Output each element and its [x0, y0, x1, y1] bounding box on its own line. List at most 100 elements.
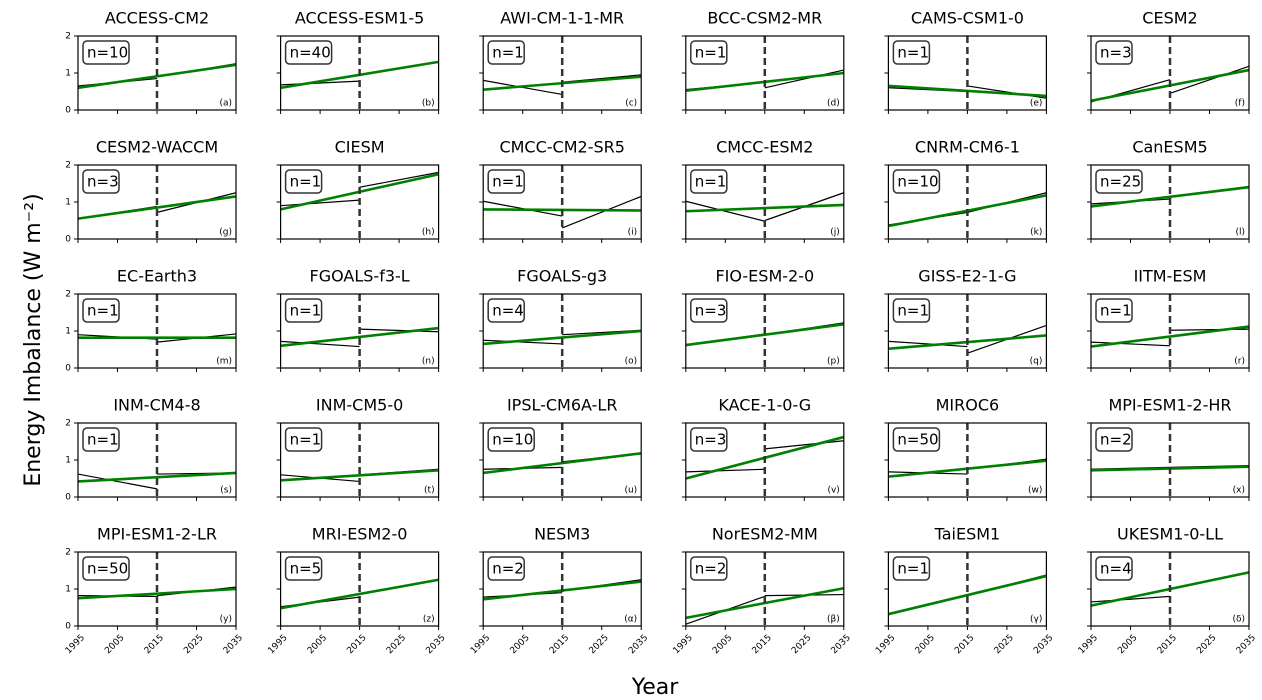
annotation: n=1 — [290, 302, 322, 320]
panel-title: INM-CM4-8 — [113, 396, 200, 415]
panel-title: MIROC6 — [936, 396, 1000, 415]
panel-label: (f) — [1235, 99, 1245, 109]
annotation-box — [82, 427, 120, 452]
panel-label: (g) — [219, 228, 232, 238]
panel-title: ACCESS-ESM1-5 — [295, 9, 424, 28]
annotation-box — [487, 556, 525, 581]
plot-frame — [280, 164, 440, 240]
annotation-box — [690, 40, 728, 65]
plot-frame — [685, 551, 845, 627]
panel: INM-CM4-8 0 1 2 n=1 (s) — [65, 396, 237, 503]
plot-frame — [1090, 164, 1250, 240]
data-line — [77, 473, 158, 490]
data-line — [280, 326, 439, 348]
panel-title: FGOALS-g3 — [517, 267, 607, 286]
data-line — [685, 203, 844, 213]
panel-title: IPSL-CM6A-LR — [507, 396, 617, 415]
plot-frame — [1090, 551, 1250, 627]
annotation-box — [284, 427, 323, 452]
plot-frame — [685, 422, 845, 498]
plot-frame — [280, 35, 440, 111]
annotation: n=3 — [695, 431, 727, 449]
x-tick-label: 2025 — [385, 633, 408, 656]
annotation-box — [690, 427, 728, 452]
panel: IPSL-CM6A-LR n=10 (u) — [479, 396, 642, 501]
plot-frame — [482, 35, 642, 111]
panel-label: (r) — [1234, 357, 1245, 367]
x-tick-label: 2015 — [751, 633, 774, 656]
annotation: n=1 — [897, 44, 929, 62]
panel: NESM3 1995 2005 2015 2025 2035 n=2 (α) — [469, 525, 650, 657]
panel: AWI-CM-1-1-MR n=1 (c) — [479, 9, 642, 114]
panel-label: (m) — [216, 357, 232, 367]
x-tick-label: 2035 — [222, 633, 245, 656]
panel-label: (γ) — [1030, 615, 1042, 625]
annotation: n=1 — [492, 44, 524, 62]
panel: BCC-CSM2-MR n=1 (d) — [681, 9, 845, 114]
panel-title: CMCC-CM2-SR5 — [499, 138, 624, 157]
panel-title: KACE-1-0-G — [718, 396, 811, 415]
x-tick-label: 2025 — [993, 633, 1016, 656]
annotation-box — [892, 427, 941, 452]
x-tick-label: 1995 — [874, 633, 897, 656]
x-tick-label: 2025 — [182, 633, 205, 656]
panel-label: (o) — [625, 357, 638, 367]
annotation: n=3 — [87, 173, 119, 191]
data-line — [1090, 341, 1171, 347]
data-line — [1090, 325, 1250, 348]
x-tick-label: 2035 — [1235, 633, 1258, 656]
x-tick-label: 2035 — [1032, 633, 1055, 656]
y-tick-label: 2 — [65, 290, 71, 300]
x-tick-label: 2025 — [1195, 633, 1218, 656]
panel-title: AWI-CM-1-1-MR — [500, 9, 624, 28]
annotation-box — [82, 298, 120, 323]
panel-title: FGOALS-f3-L — [309, 267, 409, 286]
data-line — [280, 469, 439, 482]
x-tick-label: 2015 — [548, 633, 571, 656]
panel-label: (b) — [422, 99, 435, 109]
x-tick-label: 2035 — [627, 633, 650, 656]
annotation-box — [892, 40, 931, 65]
annotation-box — [1095, 427, 1133, 452]
data-line — [685, 468, 765, 473]
data-line — [888, 84, 1047, 98]
plot-frame — [280, 293, 440, 369]
annotation: n=4 — [1100, 560, 1132, 578]
annotation: n=25 — [1100, 173, 1141, 191]
annotation-box — [690, 169, 728, 194]
panel: CIESM n=1 (h) — [276, 138, 440, 243]
panel-title: IITM-ESM — [1134, 267, 1207, 286]
plot-frame — [887, 422, 1048, 498]
annotation-box — [82, 556, 130, 581]
y-axis-label: Energy Imbalance (W m⁻²) — [21, 193, 46, 486]
x-tick-label: 2005 — [711, 633, 734, 656]
panel-title: NESM3 — [534, 525, 590, 544]
data-line — [359, 328, 439, 333]
panel-label: (w) — [1028, 486, 1042, 496]
panel: MPI-ESM1-2-HR n=2 (x) — [1087, 396, 1250, 501]
data-line — [280, 199, 360, 207]
panel: CanESM5 n=25 (l) — [1087, 138, 1250, 243]
annotation: n=50 — [897, 431, 938, 449]
panel-title: CanESM5 — [1132, 138, 1207, 157]
annotation-box — [284, 40, 333, 65]
data-line — [483, 339, 563, 345]
annotation: n=40 — [290, 44, 331, 62]
plot-frame — [1090, 35, 1250, 111]
annotation: n=1 — [87, 431, 119, 449]
panel-label: (δ) — [1232, 615, 1245, 625]
y-tick-label: 1 — [65, 456, 71, 466]
panel: MIROC6 n=50 (w) — [884, 396, 1048, 501]
annotation: n=3 — [1100, 44, 1132, 62]
plot-frame — [1090, 422, 1250, 498]
plot-frame — [77, 551, 237, 627]
x-tick-label: 1995 — [1077, 633, 1100, 656]
y-tick-label: 2 — [65, 419, 71, 429]
x-tick-label: 2005 — [306, 633, 329, 656]
y-tick-label: 0 — [65, 622, 71, 632]
x-tick-label: 2015 — [143, 633, 166, 656]
annotation: n=10 — [492, 431, 533, 449]
panel: CMCC-CM2-SR5 n=1 (i) — [479, 138, 642, 243]
panel: FIO-ESM-2-0 n=3 (p) — [681, 267, 845, 372]
